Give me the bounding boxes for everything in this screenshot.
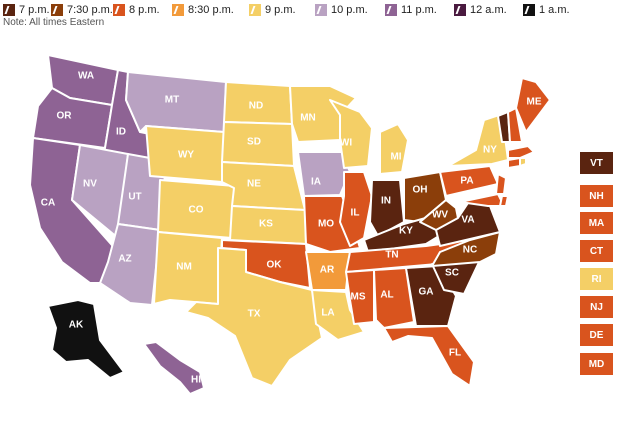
ne-box-nj[interactable]: NJ [580, 296, 613, 318]
legend-swatch [315, 4, 327, 16]
state-label-ks: KS [259, 219, 273, 230]
state-label-nd: ND [249, 101, 263, 112]
state-label-oh: OH [413, 185, 428, 196]
legend-item: 7 p.m. [3, 3, 50, 17]
legend-swatch [249, 4, 261, 16]
state-ma[interactable] [507, 145, 535, 159]
state-label-wi: WI [340, 138, 352, 149]
state-label-az: AZ [118, 254, 131, 265]
state-al[interactable] [373, 267, 415, 329]
legend-label: 10 p.m. [331, 4, 368, 16]
legend-item: 10 p.m. [315, 3, 368, 17]
state-label-mn: MN [300, 113, 316, 124]
state-label-ar: AR [320, 265, 335, 276]
state-ri[interactable] [519, 157, 527, 167]
legend-swatch [51, 4, 63, 16]
state-label-al: AL [380, 290, 393, 301]
ne-box-nh[interactable]: NH [580, 185, 613, 207]
state-label-ga: GA [419, 287, 434, 298]
legend-swatch [172, 4, 184, 16]
state-label-sc: SC [445, 268, 459, 279]
legend-label: 9 p.m. [265, 4, 296, 16]
state-label-ms: MS [351, 292, 366, 303]
state-label-la: LA [321, 308, 334, 319]
state-label-wy: WY [178, 150, 194, 161]
state-label-nc: NC [463, 245, 477, 256]
state-me[interactable] [515, 77, 551, 133]
state-label-wa: WA [78, 71, 94, 82]
state-label-tn: TN [385, 250, 398, 261]
note-text: Note: All times Eastern [3, 17, 105, 28]
state-label-nv: NV [83, 179, 97, 190]
ne-box-ma[interactable]: MA [580, 212, 613, 234]
state-label-wv: WV [432, 210, 448, 221]
legend-swatch [385, 4, 397, 16]
legend-swatch [454, 4, 466, 16]
state-label-ak: AK [69, 320, 84, 331]
state-label-ut: UT [128, 192, 141, 203]
state-label-hi: HI [191, 375, 201, 386]
ne-box-vt[interactable]: VT [580, 152, 613, 174]
legend-label: 7:30 p.m. [67, 4, 113, 16]
state-label-tx: TX [248, 309, 261, 320]
legend-label: 8:30 p.m. [188, 4, 234, 16]
state-ct[interactable] [507, 157, 521, 169]
state-nj[interactable] [495, 173, 507, 195]
ne-box-ri[interactable]: RI [580, 268, 613, 290]
state-label-mi: MI [390, 152, 401, 163]
state-label-pa: PA [460, 176, 473, 187]
state-label-ky: KY [399, 226, 413, 237]
state-label-ia: IA [311, 177, 321, 188]
state-ar[interactable] [305, 251, 351, 291]
state-nm[interactable] [153, 231, 223, 305]
state-label-ne: NE [247, 179, 261, 190]
state-il[interactable] [339, 171, 373, 247]
legend-label: 7 p.m. [19, 4, 50, 16]
state-label-mt: MT [165, 95, 179, 106]
state-label-ca: CA [41, 198, 55, 209]
legend-item: 7:30 p.m. [51, 3, 113, 17]
state-fl[interactable] [383, 325, 475, 387]
state-tx[interactable] [185, 247, 323, 387]
legend-swatch [3, 4, 15, 16]
state-ak[interactable] [47, 299, 125, 379]
legend-label: 11 p.m. [401, 4, 437, 16]
legend-item: 11 p.m. [385, 3, 437, 17]
legend-label: 8 p.m. [129, 4, 160, 16]
state-de[interactable] [499, 195, 509, 207]
state-label-in: IN [381, 196, 391, 207]
state-label-ny: NY [483, 145, 497, 156]
legend-item: 9 p.m. [249, 3, 296, 17]
state-label-il: IL [351, 208, 360, 219]
ne-box-ct[interactable]: CT [580, 240, 613, 262]
legend-item: 1 a.m. [523, 3, 570, 17]
state-label-mo: MO [318, 219, 334, 230]
state-label-me: ME [527, 97, 542, 108]
state-label-va: VA [461, 215, 474, 226]
state-ms[interactable] [345, 269, 375, 325]
legend-swatch [113, 4, 125, 16]
state-label-sd: SD [247, 137, 261, 148]
state-label-co: CO [189, 205, 204, 216]
state-label-ok: OK [267, 260, 283, 271]
ne-box-de[interactable]: DE [580, 324, 613, 346]
ne-box-md[interactable]: MD [580, 353, 613, 375]
legend-item: 8 p.m. [113, 3, 160, 17]
legend-swatch [523, 4, 535, 16]
legend-item: 12 a.m. [454, 3, 507, 17]
state-la[interactable] [311, 289, 365, 341]
state-label-or: OR [57, 111, 73, 122]
state-label-id: ID [116, 127, 126, 138]
legend-label: 12 a.m. [470, 4, 507, 16]
state-label-fl: FL [449, 348, 461, 359]
state-label-nm: NM [176, 262, 192, 273]
legend-label: 1 a.m. [539, 4, 570, 16]
legend-item: 8:30 p.m. [172, 3, 234, 17]
state-wi[interactable] [329, 99, 373, 169]
state-ne[interactable] [221, 161, 306, 211]
state-hi[interactable] [143, 341, 205, 395]
state-nh[interactable] [507, 107, 523, 143]
state-mi[interactable] [379, 123, 409, 175]
